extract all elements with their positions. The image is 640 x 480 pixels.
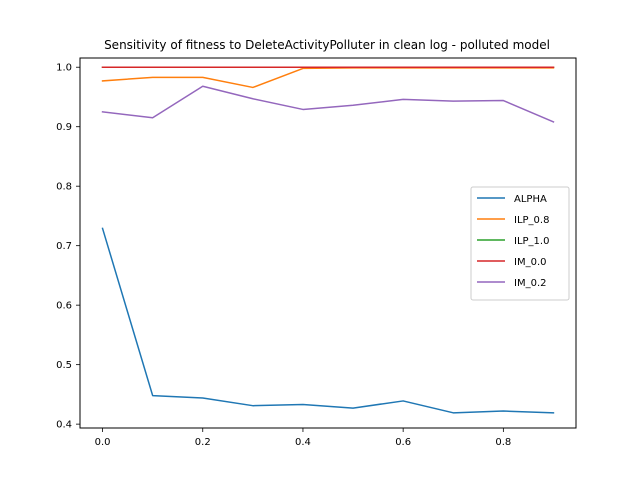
y-tick-label: 0.6 xyxy=(56,301,72,312)
x-tick-label: 0.0 xyxy=(95,437,111,448)
y-axis: 0.4 0.5 0.6 0.7 0.8 0.9 1.0 xyxy=(56,63,80,431)
y-tick-label: 0.5 xyxy=(56,360,72,371)
y-tick-label: 0.7 xyxy=(56,241,72,252)
chart-title: Sensitivity of fitness to DeleteActivity… xyxy=(104,38,550,52)
plot-frame xyxy=(79,57,577,429)
legend-label-ilp-0-8: ILP_0.8 xyxy=(514,215,549,226)
legend-label-im-0-0: IM_0.0 xyxy=(514,257,546,268)
y-tick-label: 0.8 xyxy=(56,182,72,193)
plot-area xyxy=(101,66,555,414)
x-tick-label: 0.6 xyxy=(395,437,411,448)
legend-box xyxy=(470,186,570,301)
legend: ALPHA ILP_0.8 ILP_1.0 IM_0.0 IM_0.2 xyxy=(470,186,570,301)
series-line-im-0-2 xyxy=(101,85,555,123)
y-tick-label: 0.9 xyxy=(56,122,72,133)
x-axis: 0.0 0.2 0.4 0.6 0.8 xyxy=(95,428,511,448)
legend-label-alpha: ALPHA xyxy=(514,194,547,205)
y-tick-label: 1.0 xyxy=(56,63,72,74)
x-tick-label: 0.8 xyxy=(495,437,511,448)
series-line-alpha xyxy=(101,227,555,414)
x-tick-label: 0.2 xyxy=(195,437,211,448)
y-tick-label: 0.4 xyxy=(56,420,72,431)
legend-label-im-0-2: IM_0.2 xyxy=(514,278,546,289)
legend-label-ilp-1-0: ILP_1.0 xyxy=(514,236,549,247)
x-tick-label: 0.4 xyxy=(295,437,311,448)
